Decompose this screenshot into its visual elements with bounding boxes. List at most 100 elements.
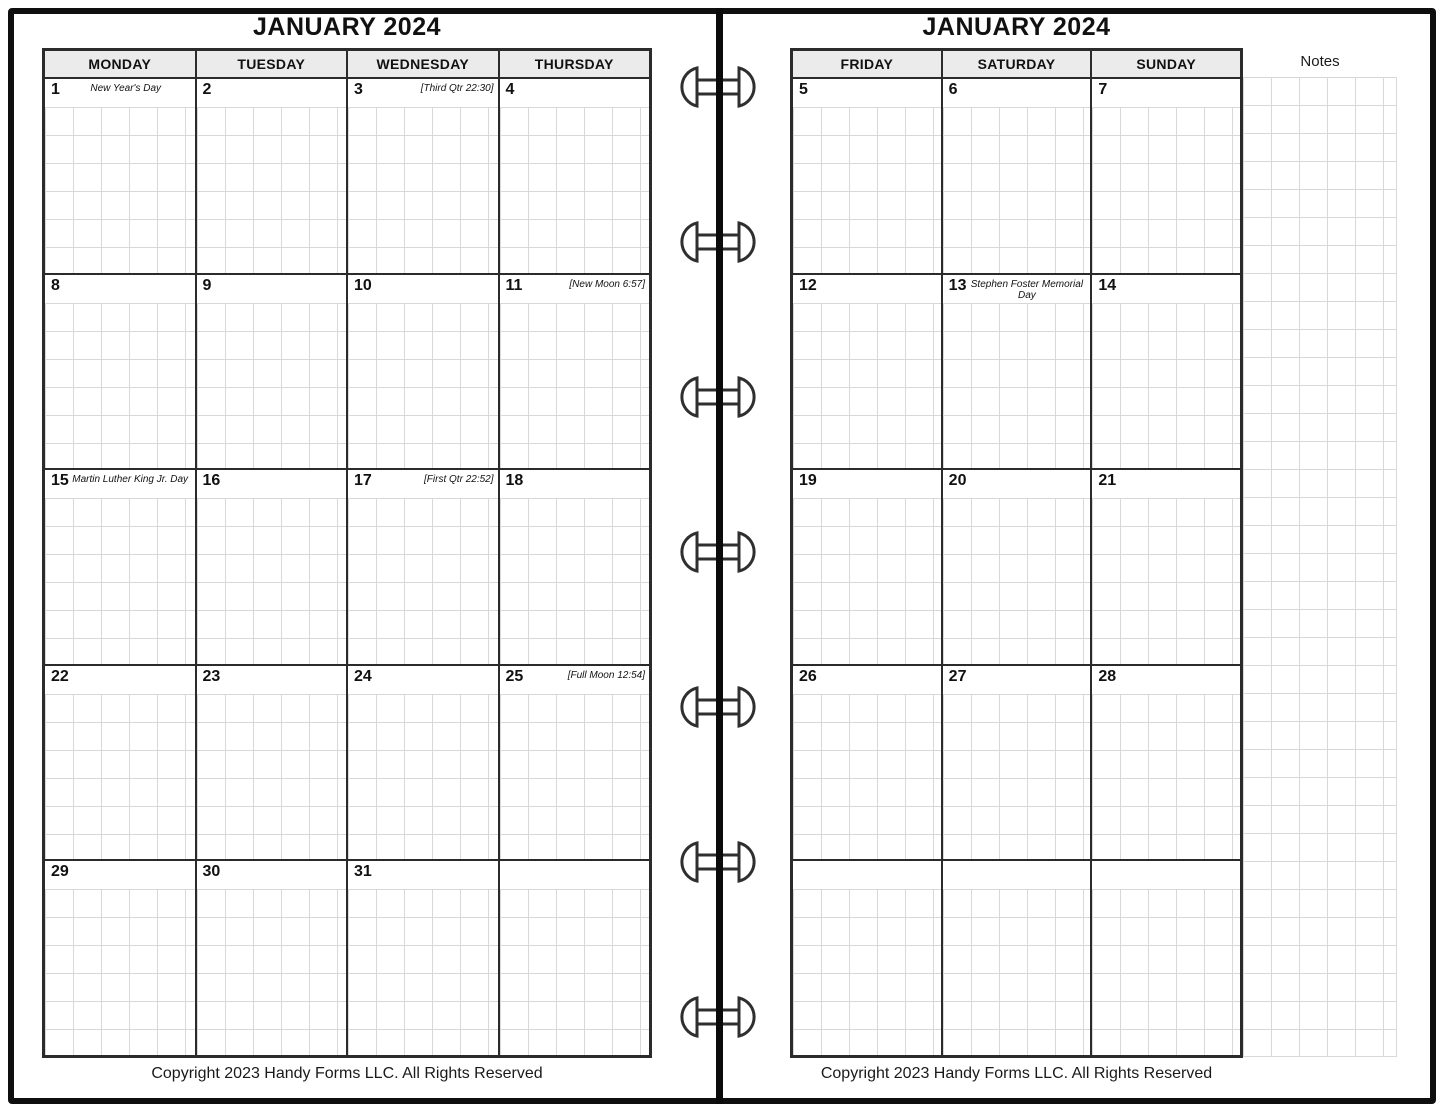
day-strip: 2	[196, 79, 346, 107]
day-number: 30	[202, 863, 221, 881]
day-number: 22	[51, 667, 69, 685]
day-cell: 15 Martin Luther King Jr. Day	[45, 470, 197, 664]
cell-grid	[793, 889, 941, 1055]
left-footer: Copyright 2023 Handy Forms LLC. All Righ…	[151, 1065, 543, 1082]
day-strip: 28	[1092, 665, 1241, 694]
day-cell: 26	[793, 665, 943, 860]
cell-grid	[1092, 302, 1241, 469]
week-row: 5 6 7	[793, 79, 1241, 273]
day-note: [Full Moon 12:54]	[567, 669, 645, 681]
day-strip: 31	[348, 861, 498, 890]
day-strip: 30	[196, 861, 346, 890]
binder-ring-icon	[680, 66, 756, 108]
cell-grid	[793, 302, 941, 469]
day-strip: 21	[1092, 470, 1241, 499]
day-strip: 18	[499, 470, 649, 499]
day-strip: 22	[45, 665, 195, 694]
day-strip: 7	[1092, 79, 1241, 107]
day-note: [First Qtr 22:52]	[424, 474, 494, 486]
binder-ring-icon	[680, 996, 756, 1038]
week-row: 26 27 28	[793, 663, 1241, 860]
day-cell: 12	[793, 274, 943, 469]
day-note: [Third Qtr 22:30]	[420, 83, 494, 94]
week-row: 8 9 10 11 [New Moon 6:57]	[45, 272, 649, 469]
day-strip: 9	[196, 274, 346, 303]
day-number: 31	[354, 863, 372, 881]
day-strip	[499, 861, 649, 890]
day-strip	[1092, 861, 1241, 890]
day-cell: 23	[196, 665, 348, 860]
cell-grid	[1092, 889, 1241, 1055]
day-cell: 29	[45, 861, 197, 1055]
cell-grid	[793, 107, 941, 273]
day-number: 16	[202, 472, 221, 490]
day-strip: 6	[942, 79, 1091, 107]
day-number: 14	[1098, 276, 1117, 294]
cell-grid	[348, 302, 498, 469]
week-row	[793, 859, 1241, 1055]
day-number: 10	[354, 276, 372, 294]
day-cell: 7	[1092, 79, 1241, 273]
day-cell: 10	[348, 274, 500, 469]
day-strip: 24	[348, 665, 498, 694]
day-header: SATURDAY	[943, 51, 1093, 77]
day-number: 9	[202, 276, 212, 294]
day-cell: 25 [Full Moon 12:54]	[499, 665, 649, 860]
day-strip: 29	[45, 861, 195, 890]
day-strip: 13 Stephen Foster Memorial Day	[942, 274, 1091, 303]
day-number: 26	[799, 667, 817, 685]
day-header: WEDNESDAY	[348, 51, 500, 77]
day-strip: 27	[942, 665, 1091, 694]
cell-grid	[45, 889, 195, 1055]
cell-grid	[348, 107, 498, 273]
cell-grid	[942, 302, 1091, 469]
day-cell: 30	[196, 861, 348, 1055]
cell-grid	[942, 693, 1091, 860]
cell-grid	[942, 107, 1091, 273]
dow-row: MONDAY TUESDAY WEDNESDAY THURSDAY	[45, 51, 649, 79]
day-cell: 1 New Year's Day	[45, 79, 197, 273]
cell-grid	[196, 302, 346, 469]
day-number: 27	[948, 667, 967, 685]
day-strip: 11 [New Moon 6:57]	[499, 274, 649, 303]
day-number: 12	[799, 276, 817, 294]
day-note: New Year's Day	[90, 83, 162, 94]
day-number: 15	[51, 472, 69, 490]
cell-grid	[1092, 107, 1241, 273]
day-strip: 17 [First Qtr 22:52]	[348, 470, 498, 499]
cell-grid	[499, 693, 649, 860]
day-number: 8	[51, 276, 60, 294]
dow-row: FRIDAY SATURDAY SUNDAY	[793, 51, 1240, 79]
day-cell: 2	[196, 79, 348, 273]
day-number: 7	[1098, 81, 1108, 98]
day-number: 11	[505, 276, 523, 294]
week-row: 19 20 21	[793, 468, 1241, 664]
day-strip: 26	[793, 665, 941, 694]
cell-grid	[793, 498, 941, 664]
day-strip: 25 [Full Moon 12:54]	[499, 665, 649, 694]
cell-grid	[942, 498, 1091, 664]
day-cell	[1092, 861, 1241, 1055]
cell-grid	[499, 498, 649, 664]
day-strip: 19	[793, 470, 941, 499]
day-cell: 22	[45, 665, 197, 860]
day-header: SUNDAY	[1136, 56, 1196, 72]
day-cell: 31	[348, 861, 500, 1055]
day-number: 17	[354, 472, 372, 490]
day-cell: 5	[793, 79, 943, 273]
week-row: 29 30 31	[45, 859, 649, 1055]
day-strip: 1 New Year's Day	[45, 79, 195, 107]
day-strip: 4	[499, 79, 649, 107]
day-number: 4	[505, 81, 515, 98]
binder-spine	[716, 8, 723, 1104]
day-cell: 6	[942, 79, 1093, 273]
day-strip: 3 [Third Qtr 22:30]	[348, 79, 498, 107]
day-number: 18	[505, 472, 524, 490]
cell-grid	[196, 889, 346, 1055]
day-strip: 23	[196, 665, 346, 694]
day-cell: 24	[348, 665, 500, 860]
cell-grid	[348, 693, 498, 860]
right-calendar-table: FRIDAY SATURDAY SUNDAY 5 6 7 12 13 Stephen Fost…	[790, 48, 1243, 1058]
week-row: 12 13 Stephen Foster Memorial Day 14	[793, 272, 1241, 469]
